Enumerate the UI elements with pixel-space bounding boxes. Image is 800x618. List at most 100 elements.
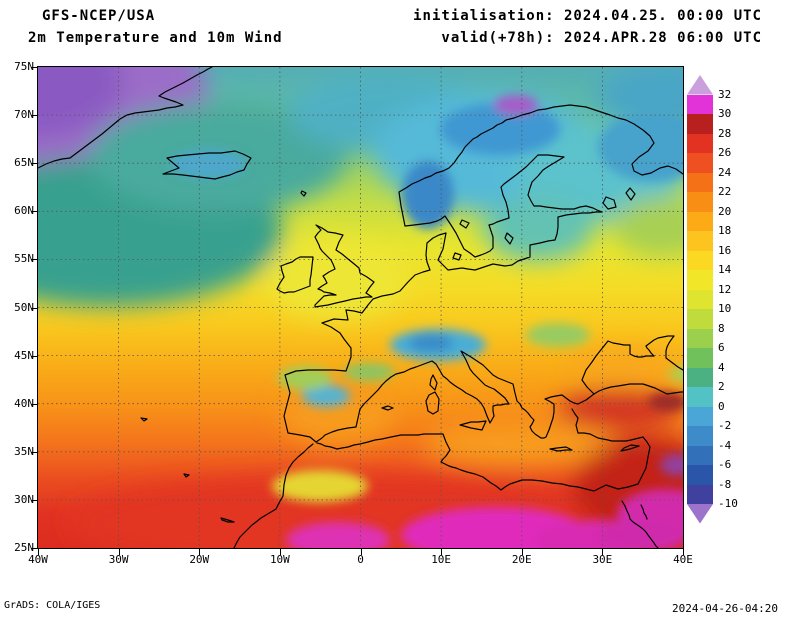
lat-tick: [31, 307, 37, 309]
colorbar-segment: [687, 328, 713, 348]
lon-tick: [118, 549, 120, 555]
lon-tick: [38, 549, 39, 555]
colorbar-segment: [687, 211, 713, 231]
lon-tick: [441, 549, 443, 555]
lon-tick-label: 10E: [431, 553, 452, 566]
colorbar-tick-label: 14: [718, 263, 732, 276]
colorbar-segment: [687, 114, 713, 134]
lon-tick-label: 40W: [28, 553, 48, 566]
coastline-islands-lakes: [140, 187, 640, 523]
colorbar-tick-label: 10: [718, 302, 732, 315]
colorbar-tick-label: 32: [718, 87, 732, 101]
valid-time-label: valid(+78h): 2024.APR.28 06:00 UTC: [441, 30, 762, 46]
lon-tick-label: 30W: [108, 553, 129, 566]
coastline-greenland: [38, 67, 213, 169]
lat-tick-label: 65N: [14, 156, 34, 170]
colorbar-tick-label: 26: [718, 146, 732, 159]
colorbar-tick-label: -10: [718, 497, 738, 510]
colorbar-segment: [687, 445, 713, 465]
lat-tick-label: 35N: [14, 444, 34, 458]
lat-tick: [31, 259, 37, 261]
colorbar-segment: [687, 465, 713, 485]
colorbar-segment: [687, 94, 713, 114]
lat-tick: [31, 67, 37, 68]
lon-tick-label: 20E: [511, 553, 532, 566]
colorbar-tick-label: 20: [718, 204, 732, 218]
colorbar-tick-label: 22: [718, 185, 732, 198]
colorbar-segment: [687, 133, 713, 153]
lat-tick-label: 45N: [14, 348, 34, 362]
colorbar-segment: [687, 192, 713, 212]
colorbar-tick-label: -6: [718, 458, 732, 471]
colorbar-segment: [687, 348, 713, 368]
colorbar-segment: [687, 231, 713, 251]
colorbar-segment: [687, 406, 713, 426]
lat-tick: [31, 211, 37, 213]
coastline-ireland: [276, 256, 314, 294]
lon-tick-label: 0: [357, 553, 364, 566]
colorbar-segment: [687, 289, 713, 309]
lat-tick-label: 25N: [14, 541, 34, 554]
grads-credit: GrADS: COLA/IGES: [4, 600, 101, 611]
colorbar-segment: [687, 75, 713, 95]
lat-tick-label: 55N: [14, 252, 34, 266]
colorbar-tick-label: -8: [718, 477, 732, 491]
lon-tick: [199, 549, 201, 555]
colorbar-segments: [687, 75, 713, 524]
coastline-europe-mainland: [283, 104, 683, 443]
colorbar-segment: [687, 387, 713, 407]
lat-tick-label: 75N: [14, 60, 34, 73]
creation-timestamp: 2024-04-26-04:20: [672, 602, 778, 615]
product-title: 2m Temperature and 10m Wind: [28, 30, 283, 46]
lon-tick: [360, 549, 362, 555]
colorbar-segment: [687, 172, 713, 192]
lat-tick: [31, 355, 37, 357]
colorbar-tick-label: 12: [718, 282, 732, 296]
lon-tick-label: 30E: [592, 553, 613, 566]
lat-tick-label: 30N: [14, 492, 34, 506]
colorbar-tick-label: 18: [718, 224, 732, 237]
lon-tick: [521, 549, 523, 555]
lon-tick-label: 10W: [269, 553, 290, 566]
lon-tick: [279, 549, 281, 555]
colorbar-tick-label: 28: [718, 126, 732, 140]
lat-tick: [31, 451, 37, 453]
lat-tick: [31, 163, 37, 165]
colorbar-tick-label: -2: [718, 419, 732, 432]
lon-tick: [602, 549, 604, 555]
colorbar-segment: [687, 484, 713, 504]
lon-tick: [683, 549, 684, 555]
colorbar-tick-label: 30: [718, 107, 732, 120]
lat-tick: [31, 403, 37, 405]
colorbar-tick-label: 16: [718, 243, 732, 257]
colorbar-tick-label: 0: [718, 399, 725, 413]
lon-tick-label: 40E: [673, 553, 693, 566]
lon-tick-label: 20W: [189, 553, 210, 566]
coastline-mediterranean-africa: [233, 350, 683, 548]
lat-tick-label: 50N: [14, 300, 34, 314]
lat-tick-label: 60N: [14, 204, 34, 218]
colorbar-segment: [687, 504, 713, 524]
colorbar-segment: [687, 270, 713, 290]
colorbar-tick-label: 4: [718, 360, 725, 374]
colorbar-segment: [687, 309, 713, 329]
lat-tick-label: 40N: [14, 396, 34, 410]
model-title: GFS-NCEP/USA: [42, 8, 156, 24]
colorbar-tick-label: -4: [718, 438, 732, 452]
coastline-black-sea-north: [581, 335, 683, 395]
colorbar-tick-label: 24: [718, 165, 732, 179]
coastline-iceland: [162, 150, 252, 180]
lat-tick: [31, 548, 37, 549]
colorbar-tick-label: 2: [718, 380, 725, 393]
colorbar-segment: [687, 426, 713, 446]
map-frame: [37, 66, 684, 549]
coastline-great-britain: [314, 224, 375, 308]
grid-lines: [38, 67, 683, 548]
colorbar-segment: [687, 367, 713, 387]
colorbar-segment: [687, 250, 713, 270]
lat-tick: [31, 115, 37, 117]
init-time-label: initialisation: 2024.04.25. 00:00 UTC: [413, 8, 762, 24]
coastline-red-sea: [621, 500, 659, 548]
colorbar-segment: [687, 153, 713, 173]
